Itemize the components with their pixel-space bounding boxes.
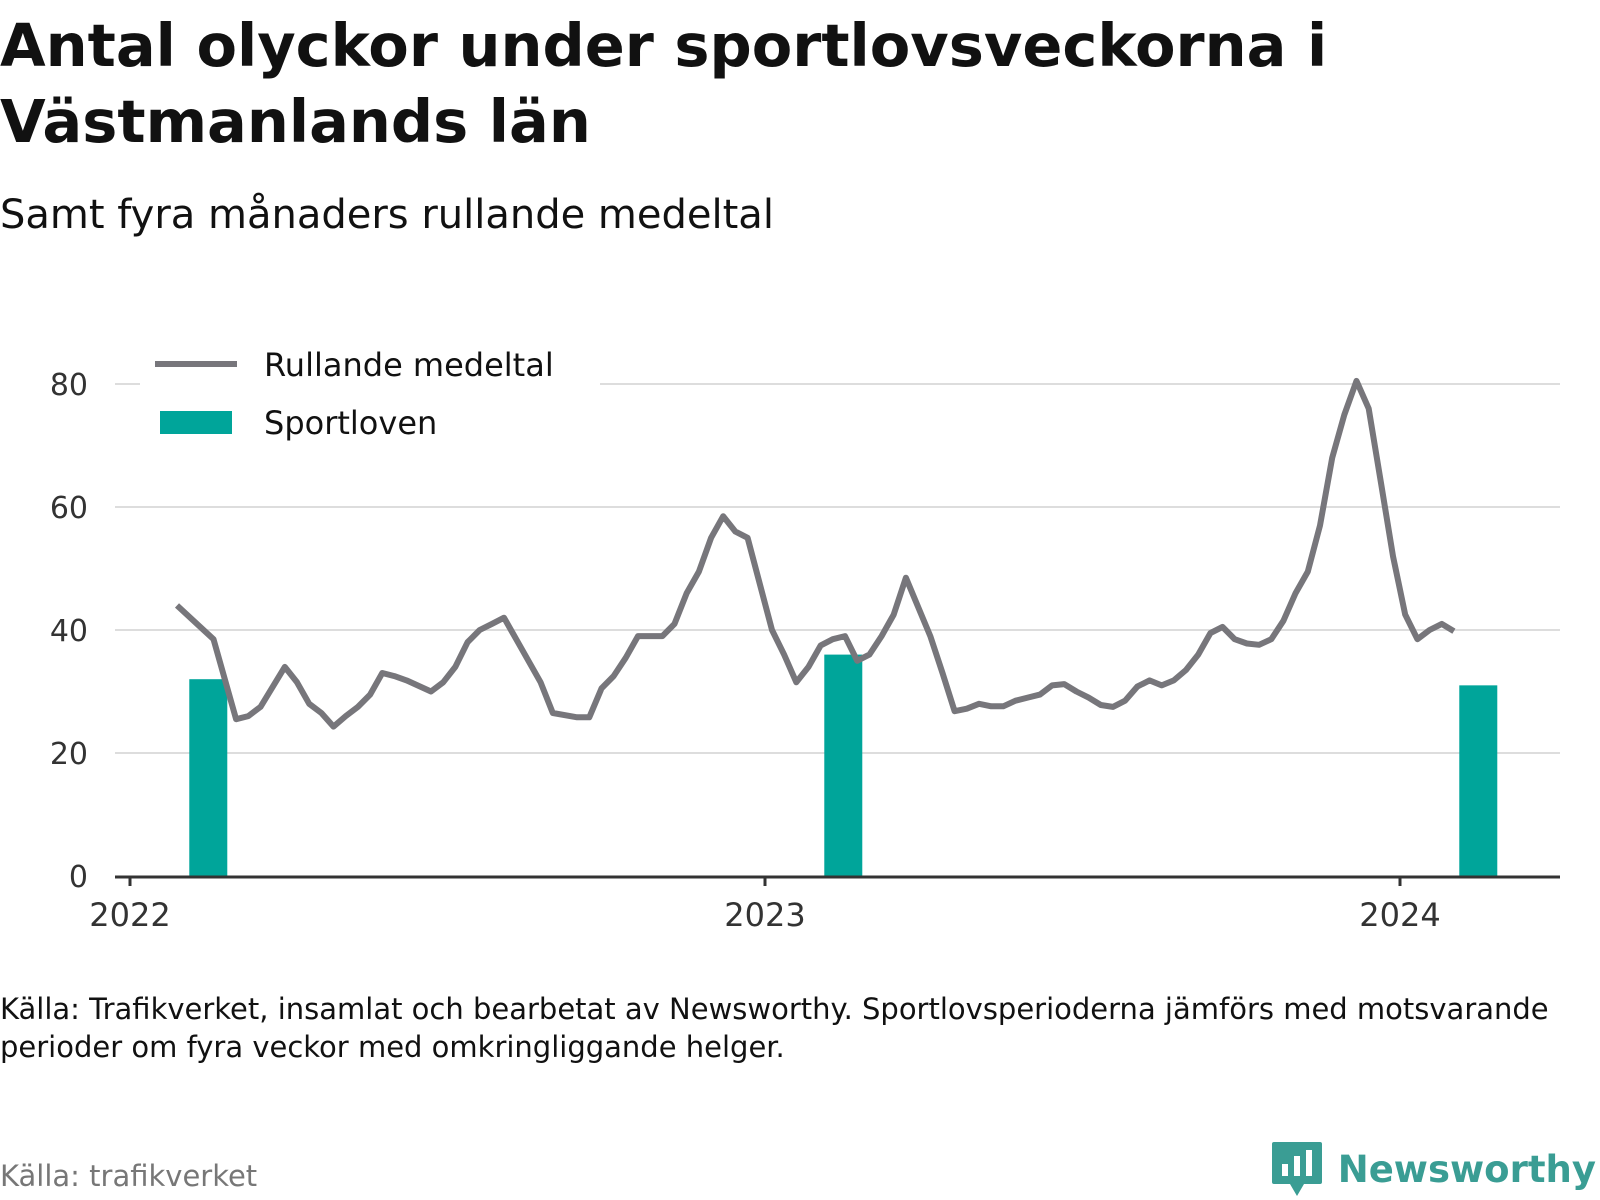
y-axis-ticks: 0 20 40 60 80 <box>50 368 88 895</box>
y-tick-label: 60 <box>50 491 88 526</box>
chart-area: 0 20 40 60 80 2022 2023 2024 Rullande medeltal… <box>50 343 1560 934</box>
source-label: Källa: trafikverket <box>0 1159 258 1193</box>
y-tick-label: 20 <box>50 737 88 772</box>
line-rullande-medeltal <box>174 377 1456 730</box>
chart-title: Antal olyckor under sportlovsveckorna i … <box>0 11 1328 156</box>
bar-series <box>189 654 1498 876</box>
x-tick-label: 2024 <box>1359 896 1440 934</box>
x-tick-label: 2022 <box>89 896 170 934</box>
bar-sportloven <box>824 654 863 876</box>
x-axis-ticks: 2022 2023 2024 <box>89 876 1441 934</box>
legend-bar-swatch <box>160 411 232 434</box>
brand-logo: Newsworthy <box>1270 1140 1596 1200</box>
line-series <box>174 377 1456 730</box>
y-tick-label: 40 <box>50 614 88 649</box>
bar-sportloven <box>189 679 228 876</box>
newsworthy-logo-icon <box>1271 1142 1322 1196</box>
y-tick-label: 80 <box>50 368 88 403</box>
legend-line-label: Rullande medeltal <box>264 346 554 384</box>
footnote: Källa: Trafikverket, insamlat och bearbe… <box>0 992 1549 1064</box>
legend-bar-label: Sportloven <box>264 404 437 442</box>
legend: Rullande medeltal Sportloven <box>140 343 600 453</box>
y-tick-label: 0 <box>69 860 88 895</box>
brand-name: Newsworthy <box>1337 1148 1596 1191</box>
chart-subtitle: Samt fyra månaders rullande medeltal <box>0 192 774 238</box>
bar-sportloven <box>1459 685 1498 876</box>
x-tick-label: 2023 <box>724 896 805 934</box>
